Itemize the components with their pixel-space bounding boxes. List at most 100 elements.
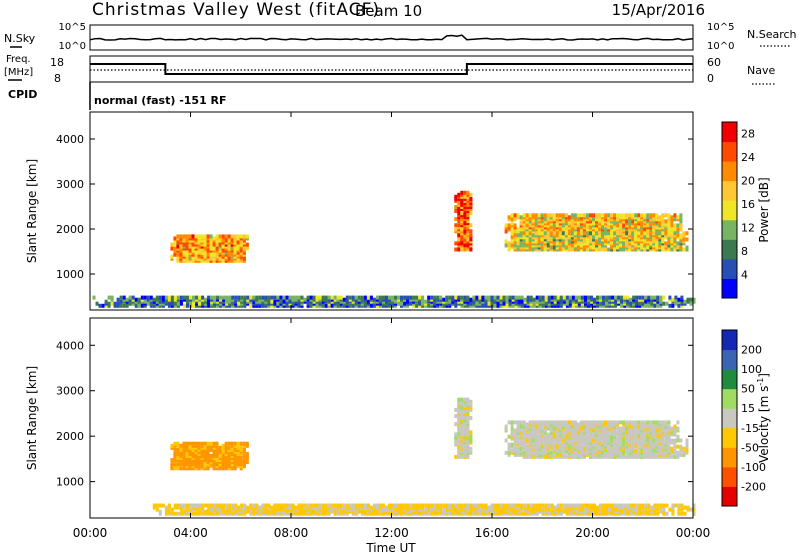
heatmap-cell	[236, 441, 240, 446]
heatmap-cell	[239, 441, 243, 446]
heatmap-cell	[537, 219, 541, 224]
heatmap-cell	[469, 211, 473, 216]
freq-panel	[89, 55, 694, 83]
heatmap-cell	[233, 466, 237, 471]
heatmap-cell	[656, 303, 660, 308]
heatmap-cell	[333, 295, 337, 300]
heatmap-cell	[510, 430, 514, 435]
heatmap-cell	[510, 221, 514, 226]
heatmap-cell	[279, 505, 283, 510]
heatmap-cell	[514, 503, 518, 508]
heatmap-cell	[224, 447, 228, 452]
heatmap-cell	[571, 503, 575, 508]
heatmap-cell	[605, 295, 609, 300]
heatmap-cell	[658, 434, 662, 439]
heatmap-cell	[200, 234, 204, 239]
heatmap-cell	[573, 219, 577, 224]
heatmap-cell	[249, 505, 253, 510]
heatmap-cell	[661, 448, 665, 453]
heatmap-cell	[525, 448, 529, 453]
heatmap-cell	[418, 505, 422, 510]
heatmap-cell	[519, 227, 523, 232]
heatmap-cell	[239, 250, 243, 255]
heatmap-cell	[194, 234, 198, 239]
heatmap-cell	[644, 503, 648, 508]
heatmap-cell	[400, 297, 404, 302]
heatmap-cell	[667, 227, 671, 232]
heatmap-cell	[182, 462, 186, 467]
heatmap-cell	[611, 509, 615, 514]
heatmap-cell	[677, 503, 681, 508]
heatmap-cell	[531, 438, 535, 443]
heatmap-cell	[309, 509, 313, 514]
heatmap-cell	[637, 452, 641, 457]
heatmap-cell	[571, 295, 575, 300]
heatmap-cell	[221, 466, 225, 471]
heatmap-cell	[231, 297, 235, 302]
heatmap-cell	[463, 295, 467, 300]
heatmap-cell	[451, 505, 455, 510]
heatmap-cell	[568, 297, 572, 302]
heatmap-cell	[382, 509, 386, 514]
heatmap-cell	[538, 297, 542, 302]
heatmap-cell	[528, 245, 532, 250]
heatmap-cell	[203, 242, 207, 247]
heatmap-cell	[586, 213, 590, 218]
heatmap-cell	[188, 462, 192, 467]
heatmap-cell	[637, 213, 641, 218]
heatmap-cell	[242, 441, 246, 446]
heatmap-cell	[610, 440, 614, 445]
heatmap-cell	[537, 434, 541, 439]
heatmap-cell	[567, 438, 571, 443]
heatmap-cell	[641, 503, 645, 508]
heatmap-cell	[587, 295, 591, 300]
heatmap-cell	[573, 430, 577, 435]
heatmap-cell	[285, 509, 289, 514]
heatmap-cell	[646, 223, 650, 228]
heatmap-cell	[555, 231, 559, 236]
heatmap-cell	[463, 205, 467, 209]
heatmap-cell	[568, 303, 572, 308]
heatmap-cell	[673, 223, 677, 228]
heatmap-cell	[516, 233, 520, 238]
heatmap-cell	[628, 245, 632, 250]
heatmap-cell	[632, 303, 636, 308]
heatmap-cell	[620, 505, 624, 510]
heatmap-cell	[667, 448, 671, 453]
heatmap-cell	[221, 452, 225, 456]
heatmap-cell	[469, 509, 473, 514]
heatmap-cell	[552, 231, 556, 236]
heatmap-cell	[680, 295, 684, 300]
heatmap-cell	[186, 503, 190, 508]
heatmap-cell	[507, 452, 511, 457]
heatmap-cell	[372, 509, 376, 514]
heatmap-cell	[604, 231, 608, 236]
heatmap-cell	[522, 438, 526, 443]
heatmap-cell	[646, 440, 650, 445]
heatmap-cell	[239, 234, 243, 239]
heatmap-cell	[513, 428, 517, 433]
heatmap-cell	[537, 227, 541, 232]
heatmap-cell	[640, 430, 644, 435]
heatmap-cell	[342, 303, 346, 308]
heatmap-cell	[415, 503, 419, 508]
heatmap-cell	[558, 219, 562, 224]
heatmap-cell	[375, 505, 379, 510]
heatmap-cell	[549, 231, 553, 236]
heatmap-cell	[541, 295, 545, 300]
station-title: Christmas Valley West (fitACF)	[92, 0, 380, 20]
heatmap-cell	[573, 231, 577, 236]
heatmap-cell	[252, 295, 256, 300]
heatmap-cell	[652, 213, 656, 218]
heatmap-cell	[394, 297, 398, 302]
heatmap-cell	[534, 430, 538, 435]
heatmap-cell	[415, 509, 419, 514]
heatmap-cell	[460, 221, 464, 226]
heatmap-cell	[646, 434, 650, 439]
heatmap-cell	[565, 303, 569, 308]
heatmap-cell	[421, 503, 425, 508]
heatmap-cell	[625, 454, 629, 459]
heatmap-cell	[537, 452, 541, 457]
heatmap-cell	[665, 503, 669, 508]
heatmap-cell	[661, 247, 665, 252]
